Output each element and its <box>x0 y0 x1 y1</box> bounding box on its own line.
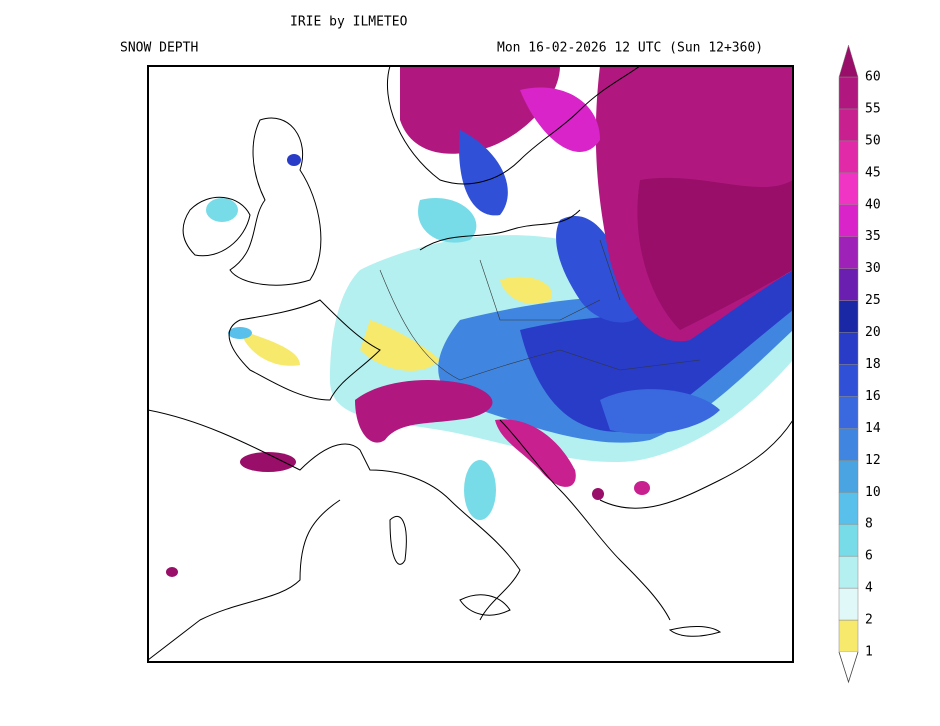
valid-time: Mon 16-02-2026 12 UTC (Sun 12+360) <box>497 41 763 56</box>
colorbar-bin <box>838 300 859 333</box>
colorbar-bottom <box>838 651 859 684</box>
colorbar-label: 10 <box>865 485 881 500</box>
colorbar-label: 2 <box>865 613 873 628</box>
colorbar-label: 45 <box>865 165 881 180</box>
colorbar-bin <box>838 555 859 589</box>
colorbar-bin <box>838 587 859 621</box>
colorbar-label: 8 <box>865 517 873 532</box>
colorbar-label: 18 <box>865 357 881 372</box>
colorbar-bin <box>838 268 859 301</box>
colorbar-bin <box>838 396 859 429</box>
field-label: SNOW DEPTH <box>120 41 198 56</box>
snow-field <box>166 66 793 577</box>
colorbar-label: 14 <box>865 421 881 436</box>
colorbar-bin <box>838 364 859 397</box>
colorbar-bin <box>838 204 859 237</box>
colorbar-label: 60 <box>865 70 881 85</box>
colorbar-label: 20 <box>865 325 881 340</box>
colorbar-top <box>838 44 859 78</box>
colorbar-label: 55 <box>865 101 881 116</box>
colorbar-bin <box>838 619 859 653</box>
colorbar-bin <box>838 76 859 110</box>
title: IRIE by ILMETEO <box>290 15 408 30</box>
colorbar-label: 12 <box>865 453 881 468</box>
colorbar-label: 50 <box>865 133 881 148</box>
colorbar-bin <box>838 172 859 206</box>
colorbar-label: 40 <box>865 197 881 212</box>
colorbar-bin <box>838 236 859 269</box>
colorbar-label: 6 <box>865 549 873 564</box>
colorbar-bin <box>838 332 859 365</box>
colorbar-label: 16 <box>865 389 881 404</box>
coastlines <box>148 66 793 661</box>
colorbar-label: 35 <box>865 229 881 244</box>
colorbar-bin <box>838 140 859 174</box>
map-frame <box>147 65 794 663</box>
colorbar-bin <box>838 523 859 557</box>
colorbar-label: 1 <box>865 645 873 660</box>
colorbar-bin <box>838 108 859 142</box>
colorbar-label: 25 <box>865 293 881 308</box>
colorbar-label: 4 <box>865 581 873 596</box>
map <box>147 65 794 663</box>
colorbar-bin <box>838 428 859 461</box>
colorbar-label: 30 <box>865 261 881 276</box>
colorbar-bin <box>838 460 859 493</box>
colorbar-bin <box>838 492 859 525</box>
